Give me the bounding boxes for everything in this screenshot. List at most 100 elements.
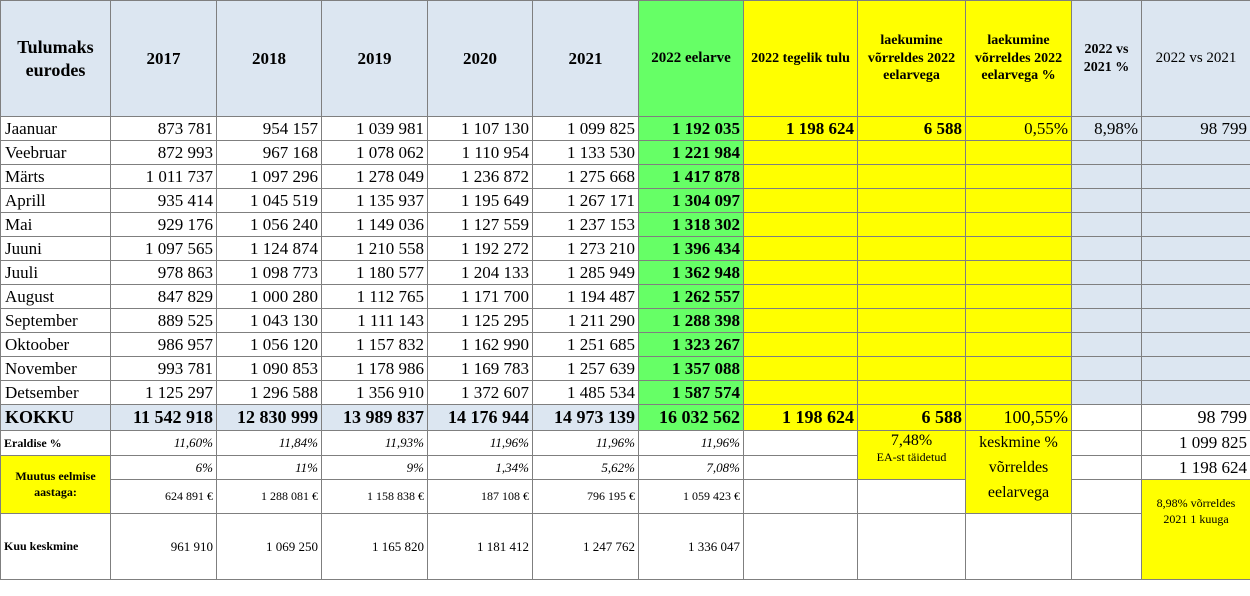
year-value: 1 078 062 <box>321 140 428 165</box>
budget-value: 1 288 398 <box>638 308 744 333</box>
year-value: 986 957 <box>110 332 217 357</box>
year-value: 993 781 <box>110 356 217 381</box>
actual-value <box>743 260 858 285</box>
total-diff-pct: 100,55% <box>965 404 1072 431</box>
eraldis-cell: 11,96% <box>532 430 639 456</box>
vs-value <box>1141 308 1250 333</box>
muutus-eur: 624 891 € <box>110 479 217 514</box>
budget-value: 1 221 984 <box>638 140 744 165</box>
year-value: 1 111 143 <box>321 308 428 333</box>
kesk-cell: 1 181 412 <box>427 513 533 580</box>
muutus-pct-row: Muutus eelmise aastaga: 6% 11% 9% 1,34% … <box>0 455 1250 514</box>
month-name: Jaanuar <box>0 116 111 141</box>
year-value: 1 195 649 <box>427 188 533 213</box>
month-name: September <box>0 308 111 333</box>
month-row: Jaanuar 873 781 954 157 1 039 981 1 107 130 1… <box>0 116 1250 141</box>
budget-value: 1 396 434 <box>638 236 744 261</box>
diff-pct-value <box>965 332 1072 357</box>
total-vs: 98 799 <box>1141 404 1250 431</box>
month-row: Oktoober 986 957 1 056 120 1 157 832 1 162 9… <box>0 332 1250 357</box>
month-row: August 847 829 1 000 280 1 112 765 1 171 700… <box>0 284 1250 309</box>
diff-pct-value <box>965 164 1072 189</box>
year-value: 1 125 295 <box>427 308 533 333</box>
kesk-cell: 1 165 820 <box>321 513 428 580</box>
ea-cell: 7,48% EA-st täidetud <box>857 430 966 480</box>
vs-pct-value <box>1071 260 1142 285</box>
budget-value: 1 357 088 <box>638 356 744 381</box>
diff-pct-value <box>965 188 1072 213</box>
header-year: 2017 <box>110 0 217 117</box>
diff-value <box>857 308 966 333</box>
header-title: Tulumaks eurodes <box>0 0 111 117</box>
diff-pct-value <box>965 380 1072 405</box>
vs-pct-value <box>1071 164 1142 189</box>
empty-cell <box>1071 455 1142 480</box>
budget-value: 1 362 948 <box>638 260 744 285</box>
diff-value <box>857 284 966 309</box>
diff-value <box>857 380 966 405</box>
vs-value <box>1141 380 1250 405</box>
year-value: 1 171 700 <box>427 284 533 309</box>
muutus-pct: 5,62% <box>532 455 639 480</box>
actual-value <box>743 356 858 381</box>
year-value: 873 781 <box>110 116 217 141</box>
total-diff: 6 588 <box>857 404 966 431</box>
compare-note: 8,98% võrreldes 2021 1 kuuga <box>1141 479 1250 580</box>
total-label: KOKKU <box>0 404 111 431</box>
budget-value: 1 318 302 <box>638 212 744 237</box>
empty-cell <box>965 513 1072 580</box>
year-value: 929 176 <box>110 212 217 237</box>
muutus-eur: 1 288 081 € <box>216 479 322 514</box>
month-row: September 889 525 1 043 130 1 111 143 1 125 … <box>0 308 1250 333</box>
muutus-eur: 187 108 € <box>427 479 533 514</box>
year-value: 1 043 130 <box>216 308 322 333</box>
empty-cell <box>1071 479 1142 514</box>
month-row: Märts 1 011 737 1 097 296 1 278 049 1 236 87… <box>0 164 1250 189</box>
year-value: 1 098 773 <box>216 260 322 285</box>
eraldis-cell: 11,60% <box>110 430 217 456</box>
year-value: 1 056 120 <box>216 332 322 357</box>
year-value: 1 011 737 <box>110 164 217 189</box>
vs-value <box>1141 260 1250 285</box>
year-value: 889 525 <box>110 308 217 333</box>
month-name: August <box>0 284 111 309</box>
year-value: 1 251 685 <box>532 332 639 357</box>
vs-pct-value <box>1071 332 1142 357</box>
year-value: 1 194 487 <box>532 284 639 309</box>
year-value: 1 267 171 <box>532 188 639 213</box>
header-year: 2021 <box>532 0 639 117</box>
vs-value <box>1141 284 1250 309</box>
diff-pct-value <box>965 236 1072 261</box>
muutus-eur-row: 624 891 € 1 288 081 € 1 158 838 € 187 10… <box>1 479 1250 580</box>
year-value: 1 178 986 <box>321 356 428 381</box>
empty-cell <box>743 430 858 456</box>
muutus-pct: 9% <box>321 455 428 480</box>
tax-table: Tulumaks eurodes 2017 2018 2019 2020 202… <box>0 0 1250 580</box>
diff-pct-value <box>965 356 1072 381</box>
diff-pct-value <box>965 212 1072 237</box>
eraldis-cell: 11,96% <box>427 430 533 456</box>
vs-pct-value <box>1071 212 1142 237</box>
month-row: Juuni 1 097 565 1 124 874 1 210 558 1 192 27… <box>0 236 1250 261</box>
header-year: 2019 <box>321 0 428 117</box>
diff-value <box>857 188 966 213</box>
diff-value <box>857 236 966 261</box>
year-value: 1 045 519 <box>216 188 322 213</box>
total-budget: 16 032 562 <box>638 404 744 431</box>
year-value: 1 211 290 <box>532 308 639 333</box>
total-empty <box>1071 404 1142 431</box>
empty-cell <box>743 479 858 514</box>
keskmine-note: keskmine % võrreldes eelarvega <box>965 430 1072 514</box>
year-value: 1 237 153 <box>532 212 639 237</box>
empty-cell <box>743 455 858 480</box>
year-value: 954 157 <box>216 116 322 141</box>
vs-pct-value <box>1071 188 1142 213</box>
kesk-cell: 961 910 <box>110 513 217 580</box>
year-value: 1 124 874 <box>216 236 322 261</box>
actual-value <box>743 308 858 333</box>
year-value: 1 278 049 <box>321 164 428 189</box>
total-cell: 13 989 837 <box>321 404 428 431</box>
empty-cell <box>1071 513 1142 580</box>
year-value: 1 056 240 <box>216 212 322 237</box>
year-value: 1 112 765 <box>321 284 428 309</box>
